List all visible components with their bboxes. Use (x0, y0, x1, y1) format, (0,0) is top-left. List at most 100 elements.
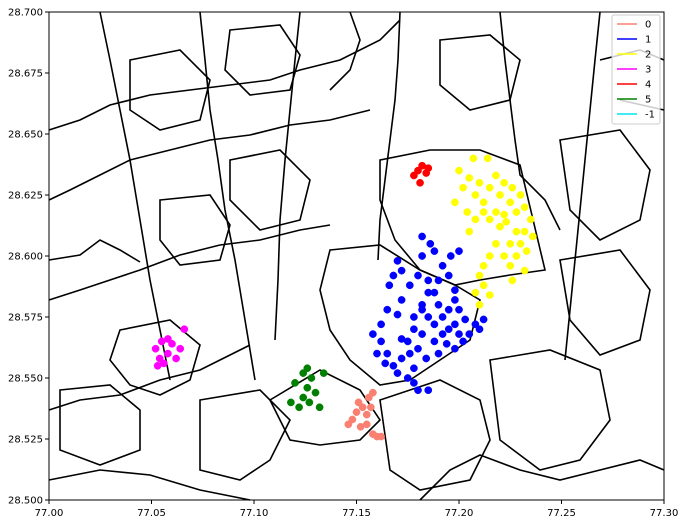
ward-boundary (329, 11, 361, 91)
cluster-1-point (393, 369, 402, 377)
cluster-1-point (430, 247, 439, 255)
cluster-2-point (459, 183, 467, 192)
cluster-0-point (367, 403, 375, 412)
cluster-1-point (442, 339, 451, 348)
ward-boundary (224, 24, 301, 96)
y-tick-label: 28.650 (8, 130, 43, 141)
cluster-1-point (414, 271, 422, 280)
ward-boundary (59, 384, 141, 466)
cluster-5-point (299, 393, 308, 402)
cluster-1-point (459, 337, 467, 346)
cluster-1-point (397, 296, 406, 304)
cluster-2-point (516, 239, 525, 248)
cluster-2-point (522, 247, 531, 255)
cluster-1-point (397, 354, 406, 363)
cluster-1-point (455, 330, 463, 338)
cluster-2-point (520, 203, 529, 212)
cluster-2-point (500, 178, 508, 187)
cluster-2-point (516, 191, 525, 199)
ward-boundary (159, 194, 231, 266)
cluster-points (151, 154, 537, 441)
plot-frame (48, 11, 665, 501)
cluster-1-point (430, 320, 439, 329)
cluster-0-point (356, 422, 365, 431)
ward-boundary (199, 11, 256, 381)
y-tick-label: 28.675 (8, 69, 43, 80)
ward-boundary (199, 389, 291, 481)
ward-boundary (439, 34, 521, 111)
cluster-1-point (461, 315, 469, 324)
cluster-2-point (506, 261, 515, 270)
ward-boundary (489, 349, 611, 471)
cluster-5-point (311, 388, 320, 397)
cluster-0-point (358, 403, 367, 412)
cluster-1-point (414, 344, 422, 353)
cluster-2-point (455, 166, 463, 175)
cluster-1-point (383, 305, 392, 314)
legend: 0 1 2 3 4 5 -1 (611, 14, 661, 125)
cluster-0-point (344, 420, 353, 429)
cluster-1-point (381, 359, 390, 368)
cluster-2-point (512, 252, 521, 260)
x-tick-label: 77.15 (342, 508, 371, 519)
cluster-1-point (422, 354, 431, 363)
cluster-4-point (416, 178, 424, 187)
cluster-3-point (172, 354, 180, 363)
cluster-5-point (319, 369, 328, 377)
cluster-1-point (369, 330, 377, 338)
ward-boundary (274, 11, 301, 341)
ward-boundary (48, 224, 331, 301)
cluster-1-point (465, 330, 474, 338)
cluster-1-point (393, 257, 402, 265)
cluster-2-point (463, 208, 472, 216)
cluster-2-point (496, 222, 504, 231)
ward-boundary (109, 319, 201, 396)
cluster-1-point (451, 286, 459, 295)
cluster-0-point (369, 388, 377, 397)
cluster-1-point (405, 281, 414, 290)
y-tick-label: 28.525 (8, 435, 43, 446)
cluster-1-point (475, 325, 484, 334)
cluster-5-point (291, 379, 299, 387)
cluster-5-point (307, 374, 316, 382)
ward-boundary (48, 109, 371, 201)
ward-boundaries (48, 11, 665, 501)
x-axis: 77.00 77.05 77.10 77.15 77.20 77.25 77.30 (35, 500, 678, 519)
cluster-1-point (410, 364, 418, 373)
cluster-0-point (352, 408, 361, 417)
ward-boundary (499, 11, 561, 231)
ward-boundary (48, 239, 141, 263)
cluster-2-point (465, 227, 474, 236)
cluster-1-point (438, 330, 447, 338)
ward-boundary (229, 149, 311, 231)
cluster-2-point (471, 191, 480, 199)
cluster-1-point (434, 300, 443, 309)
cluster-5-point (315, 403, 324, 412)
cluster-2-point (512, 227, 521, 236)
legend-label: 4 (645, 80, 651, 91)
cluster-1-point (424, 288, 433, 297)
cluster-2-point (506, 198, 515, 207)
cluster-5-point (305, 398, 314, 407)
ward-boundary (99, 11, 171, 381)
cluster-2-point (475, 178, 484, 187)
cluster-5-point (295, 403, 303, 412)
cluster-2-point (512, 208, 521, 216)
cluster-2-point (485, 215, 494, 224)
cluster-1-point (410, 313, 418, 321)
cluster-1-point (451, 296, 459, 304)
cluster-5-point (287, 398, 295, 407)
x-tick-label: 77.10 (240, 508, 269, 519)
cluster-5-point (303, 364, 312, 373)
cluster-1-point (479, 315, 488, 324)
cluster-2-point (508, 276, 517, 285)
legend-label: 5 (645, 95, 651, 106)
cluster-1-point (385, 281, 394, 290)
cluster-1-point (418, 330, 426, 338)
cluster-2-point (506, 239, 515, 248)
cluster-1-point (434, 276, 443, 285)
y-tick-label: 28.625 (8, 191, 43, 202)
cluster-1-point (451, 344, 459, 353)
cluster-1-point (410, 325, 418, 334)
cluster-0-point (362, 410, 371, 419)
